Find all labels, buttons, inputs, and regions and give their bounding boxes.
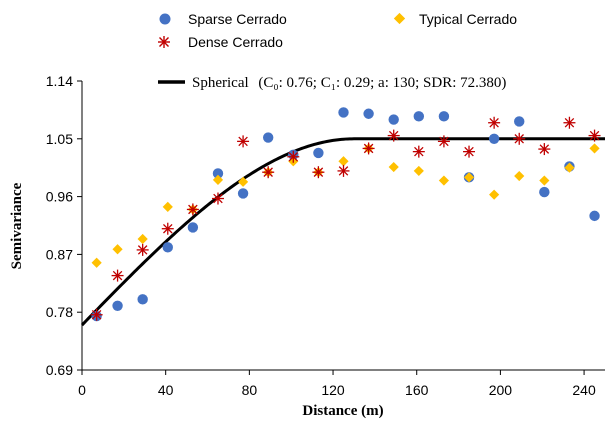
legend-marker-dense-cerrado [158,36,170,48]
legend-label-typical-cerrado: Typical Cerrado [419,11,517,27]
x-tick-label: 40 [158,382,174,398]
y-tick-label: 1.14 [46,73,73,89]
legend-item-sparse-cerrado: Sparse Cerrado [159,11,287,27]
data-point-sparse-cerrado [237,188,249,199]
data-point-typical-cerrado [514,170,525,182]
y-axis-title: Semivariance [9,182,25,269]
data-point-typical-cerrado [463,172,475,183]
legend: Sparse Cerrado Typical Cerrado Dense Cer… [158,11,517,91]
data-point-dense-cerrado [90,308,103,321]
data-point-typical-cerrado [338,156,349,167]
data-point-sparse-cerrado [363,108,374,119]
data-point-dense-cerrado [312,166,325,179]
data-point-dense-cerrado [588,129,601,142]
data-point-sparse-cerrado [112,300,123,311]
data-point-sparse-cerrado [212,168,224,179]
x-tick-label: 0 [78,382,86,398]
legend-item-dense-cerrado: Dense Cerrado [158,34,283,50]
data-point-dense-cerrado [237,135,250,148]
model-name: Spherical [192,75,249,91]
x-tick-label: 80 [242,382,258,398]
data-point-dense-cerrado [488,116,501,129]
data-point-dense-cerrado [262,166,275,179]
y-tick-label: 0.78 [46,304,73,320]
data-point-dense-cerrado [538,143,551,156]
data-point-sparse-cerrado [137,294,148,305]
data-point-sparse-cerrado [514,116,525,127]
legend-label-sparse-cerrado: Sparse Cerrado [188,11,287,27]
data-point-sparse-cerrado [162,242,173,253]
legend-label-spherical-model: Spherical (C₀: 0.76; C₁: 0.29; a: 130; S… [192,75,506,91]
series-layer [90,107,601,322]
data-point-sparse-cerrado [539,186,550,198]
data-point-dense-cerrado [513,132,526,145]
data-point-dense-cerrado [161,222,174,235]
y-ticks: 0.69 0.78 0.87 0.96 1.05 1.14 [46,73,82,378]
data-point-typical-cerrado [438,175,450,186]
data-point-dense-cerrado [287,150,300,163]
data-point-sparse-cerrado [589,210,600,222]
data-point-dense-cerrado [136,243,149,256]
data-point-dense-cerrado [337,164,350,177]
model-parameters: (C₀: 0.76; C₁: 0.29; a: 130; SDR: 72.380… [258,75,506,91]
data-point-dense-cerrado [463,145,476,158]
data-point-typical-cerrado [413,165,424,177]
data-point-sparse-cerrado [262,132,274,143]
legend-item-spherical-model: Spherical (C₀: 0.76; C₁: 0.29; a: 130; S… [158,75,506,91]
data-point-typical-cerrado [162,201,173,212]
data-point-dense-cerrado [387,129,400,142]
data-point-typical-cerrado [91,257,102,268]
data-point-sparse-cerrado [488,133,500,144]
data-point-dense-cerrado [111,269,124,282]
data-point-sparse-cerrado [388,114,399,125]
y-tick-label: 1.05 [46,131,73,147]
data-point-sparse-cerrado [187,222,199,233]
data-point-typical-cerrado [237,176,249,187]
axes: 0 40 80 120 160 200 240 0.69 0.78 0.87 0.96 1.05 1.… [9,73,605,419]
data-point-dense-cerrado [362,142,375,155]
legend-marker-sparse-cerrado [159,13,171,25]
data-point-sparse-cerrado [413,111,425,122]
data-point-typical-cerrado [589,143,600,154]
x-ticks: 0 40 80 120 160 200 240 [78,370,596,398]
legend-item-typical-cerrado: Typical Cerrado [393,11,517,27]
data-point-typical-cerrado [489,189,500,200]
data-point-sparse-cerrado [338,107,349,118]
data-point-typical-cerrado [539,175,550,186]
x-tick-label: 120 [321,382,345,398]
data-point-sparse-cerrado [438,111,450,122]
x-tick-label: 160 [405,382,429,398]
y-tick-label: 0.87 [46,246,73,262]
y-tick-label: 0.69 [46,362,73,378]
x-tick-label: 200 [489,382,513,398]
y-tick-label: 0.96 [46,189,73,205]
x-tick-label: 240 [572,382,596,398]
plot-area [80,107,605,327]
legend-label-dense-cerrado: Dense Cerrado [188,34,283,50]
data-point-dense-cerrado [437,135,450,148]
data-point-dense-cerrado [186,203,199,216]
data-point-dense-cerrado [563,116,576,129]
data-point-dense-cerrado [211,192,224,205]
data-point-typical-cerrado [137,233,148,245]
x-axis-title: Distance (m) [302,403,383,419]
legend-marker-typical-cerrado [393,12,406,25]
data-point-typical-cerrado [388,161,399,173]
data-point-typical-cerrado [112,244,123,255]
data-point-dense-cerrado [412,145,425,158]
data-point-sparse-cerrado [313,147,324,159]
